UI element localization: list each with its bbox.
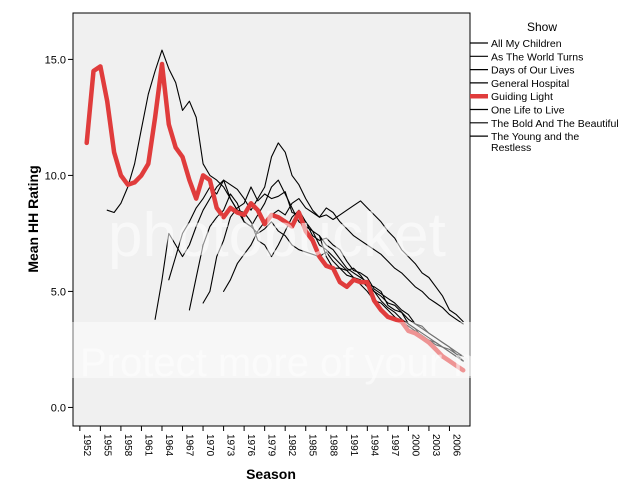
legend-label: The Young and the Restless xyxy=(491,131,579,154)
x-tick-label: 1958 xyxy=(122,434,133,457)
watermark-top-text: photobucket xyxy=(108,201,446,270)
x-axis-title: Season xyxy=(246,466,296,482)
legend-title: Show xyxy=(527,20,557,34)
series-line-one-life-to-live xyxy=(188,179,464,362)
legend-label: As The World Turns xyxy=(491,51,583,63)
x-tick-label: 1970 xyxy=(204,434,215,457)
x-tick-label: 1976 xyxy=(245,434,256,457)
x-tick-label: 1988 xyxy=(327,434,338,457)
series-line-all-my-children xyxy=(202,186,464,357)
x-tick-label: 1973 xyxy=(225,434,236,457)
x-tick-label: 2003 xyxy=(430,434,441,457)
x-tick-label: 1964 xyxy=(163,434,174,457)
y-tick-label: 5.0 xyxy=(51,286,66,298)
legend-label: Guiding Light xyxy=(491,91,553,103)
watermark-bottom-text: Protect more of your memories xyxy=(80,341,629,385)
series-line-general-hospital xyxy=(154,142,464,325)
x-tick-label: 1985 xyxy=(307,434,318,457)
y-tick-label: 15.0 xyxy=(45,54,66,66)
y-ticks: 0.0 5.0 10.0 15.0 xyxy=(45,54,73,414)
legend-label: All My Children xyxy=(491,38,562,50)
watermark-band xyxy=(0,322,629,378)
x-tick-label: 1952 xyxy=(81,434,92,457)
legend-label: General Hospital xyxy=(491,78,569,90)
x-tick-label: 1961 xyxy=(142,434,153,457)
x-tick-label: 1967 xyxy=(184,434,195,457)
x-tick-label: 1994 xyxy=(368,434,379,457)
watermark: photobucket Protect more of your memorie… xyxy=(0,201,629,385)
x-tick-label: 1979 xyxy=(266,434,277,457)
legend-label: The Bold And The Beautiful xyxy=(491,118,619,130)
legend-label: Days of Our Lives xyxy=(491,65,574,77)
x-tick-label: 1991 xyxy=(348,434,359,457)
legend-label: One Life to Live xyxy=(491,105,565,117)
series-line-the-bold-and-the-beautiful xyxy=(318,235,464,362)
series-group xyxy=(84,49,466,373)
y-axis-title: Mean HH Rating xyxy=(25,165,41,272)
plot-area xyxy=(72,12,471,427)
y-tick-label: 0.0 xyxy=(51,402,66,414)
x-ticks: 1952 1955 1958 1961 1964 1967 1970 1973 1976 1979… xyxy=(79,426,461,457)
x-tick-label: 1955 xyxy=(101,434,112,457)
x-tick-label: 2000 xyxy=(409,434,420,457)
x-tick-label: 2006 xyxy=(450,434,461,457)
series-line-guiding-light xyxy=(84,61,466,373)
x-tick-label: 1982 xyxy=(286,434,297,457)
x-tick-label: 1997 xyxy=(389,434,400,457)
x-axis: 1952 1955 1958 1961 1964 1967 1970 1973 1976 1979… xyxy=(73,425,470,457)
y-tick-label: 10.0 xyxy=(45,170,66,182)
y-axis: 0.0 5.0 10.0 15.0 xyxy=(45,54,73,414)
